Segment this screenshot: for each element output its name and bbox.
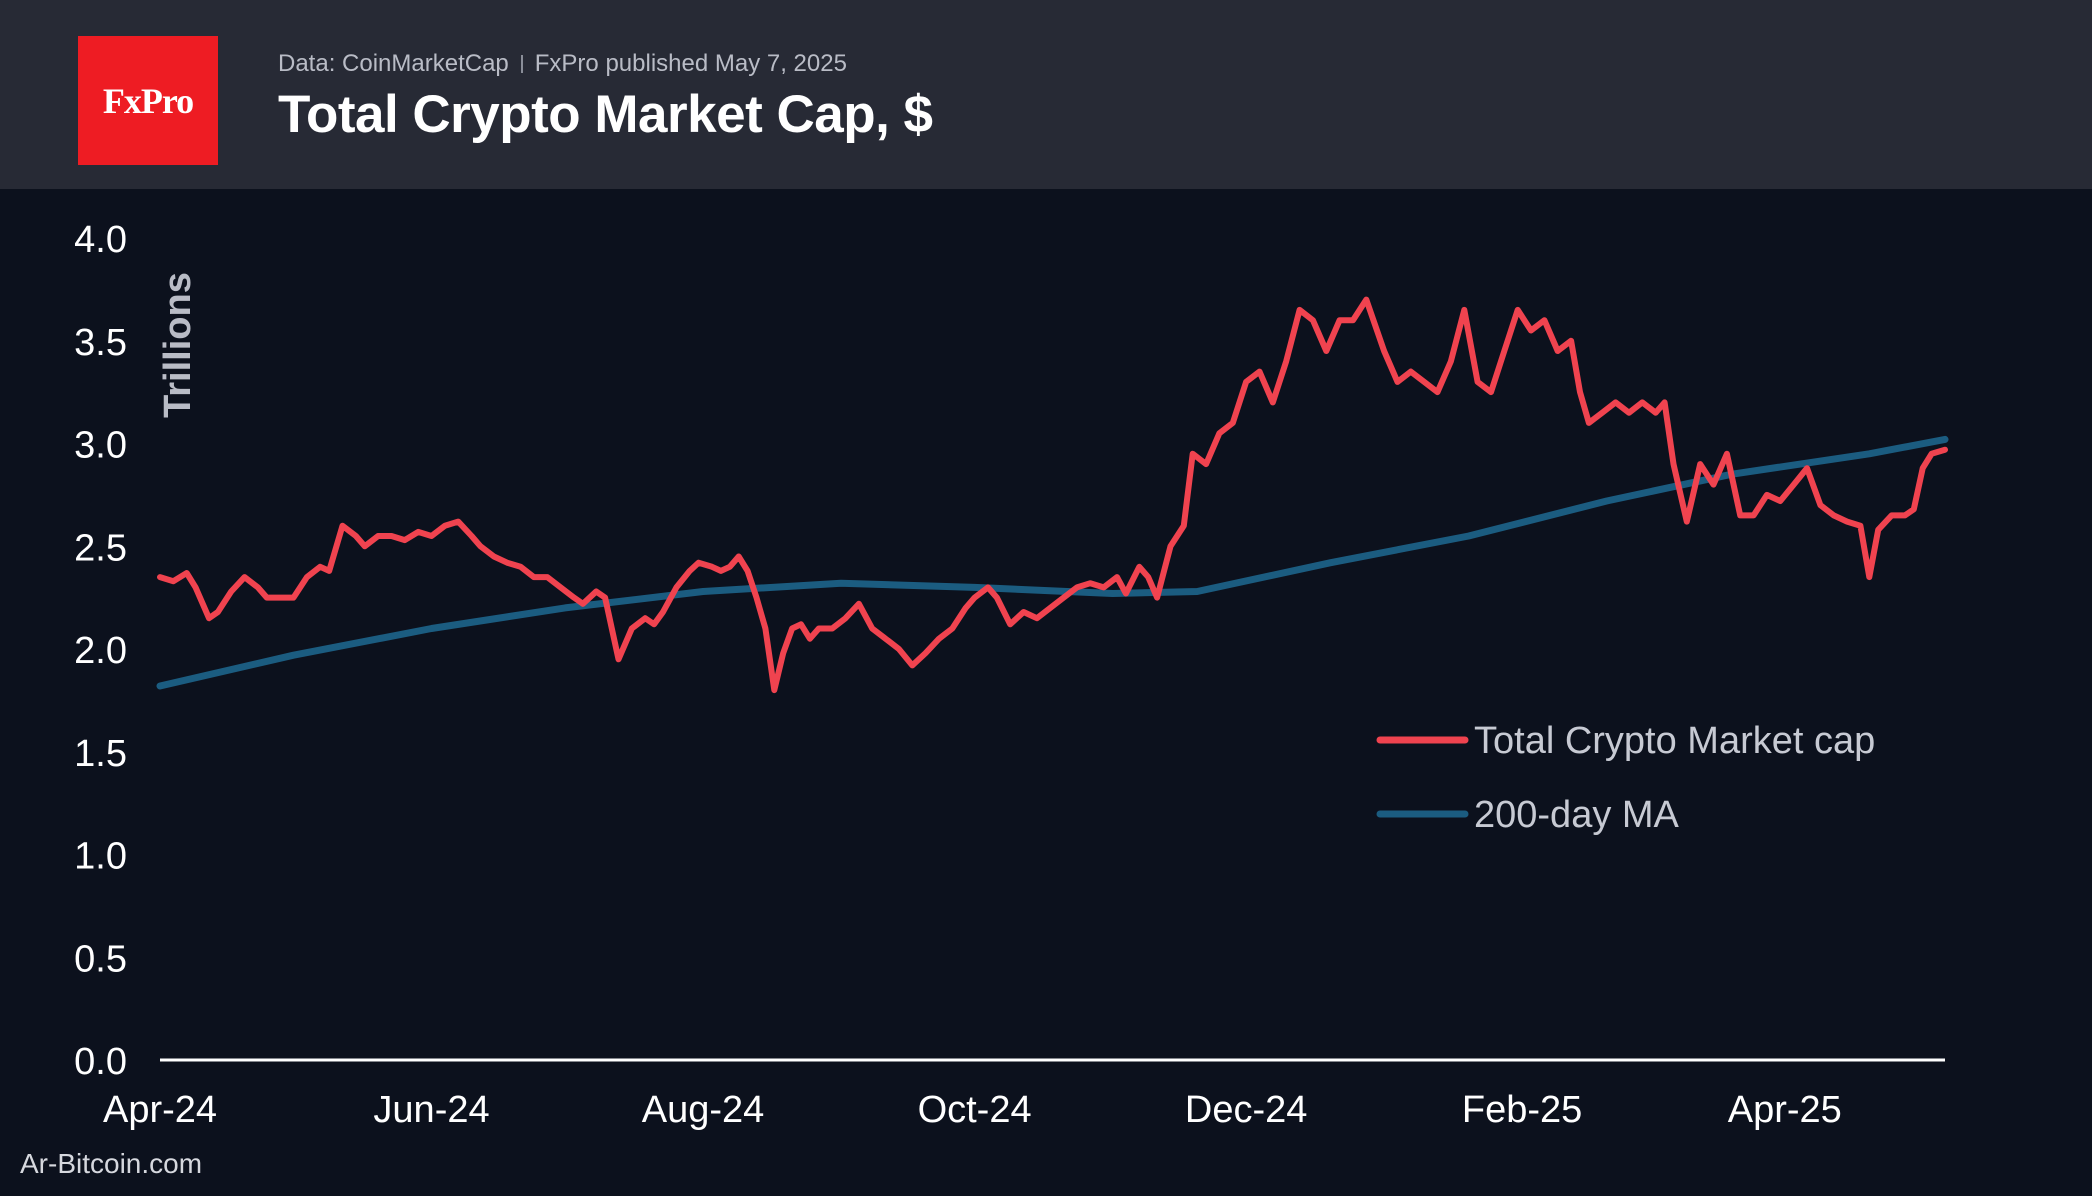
series-group: [156, 296, 1949, 694]
separator: [520, 55, 523, 73]
x-tick-label: Apr-24: [103, 1089, 217, 1131]
x-tick-label: Dec-24: [1185, 1089, 1308, 1131]
y-axis-ticks: 0.0 0.5 1.0 1.5 2.0 2.5 3.0 3.5 4.0: [74, 219, 127, 1083]
published-date: FxPro published May 7, 2025: [534, 50, 847, 77]
y-tick-label: 1.0: [74, 836, 127, 878]
y-tick-label: 3.0: [74, 425, 127, 467]
legend-label: Total Crypto Market cap: [1474, 720, 1875, 762]
y-axis-label: Trillions: [157, 272, 199, 418]
x-tick-label: Jun-24: [373, 1089, 489, 1131]
y-tick-label: 2.0: [74, 630, 127, 672]
source-line: Data: CoinMarketCap FxPro published May …: [278, 50, 847, 78]
series-line-200-day-ma: [156, 435, 1949, 690]
fxpro-logo: FxPro: [78, 36, 218, 165]
x-tick-label: Feb-25: [1462, 1089, 1582, 1131]
y-tick-label: 0.0: [74, 1041, 127, 1083]
logo-text: FxPro: [102, 80, 194, 121]
y-tick-label: 1.5: [74, 733, 127, 775]
header-bar: FxPro Data: CoinMarketCap FxPro publishe…: [0, 0, 2092, 189]
series-line-market-cap: [157, 296, 1948, 694]
y-tick-label: 0.5: [74, 938, 127, 980]
data-source: Data: CoinMarketCap: [278, 50, 509, 77]
x-tick-label: Oct-24: [918, 1089, 1032, 1131]
y-tick-label: 3.5: [74, 322, 127, 364]
chart-title: Total Crypto Market Cap, $: [278, 85, 933, 144]
source-credit: Ar-Bitcoin.com: [20, 1148, 203, 1179]
x-tick-label: Aug-24: [642, 1089, 765, 1131]
x-axis-ticks: Apr-24 Jun-24 Aug-24 Oct-24 Dec-24 Feb-25 Apr-…: [103, 1089, 1842, 1131]
legend-label: 200-day MA: [1474, 794, 1680, 836]
y-tick-label: 2.5: [74, 527, 127, 569]
x-tick-label: Apr-25: [1728, 1089, 1842, 1131]
legend: Total Crypto Market cap 200-day MA: [1376, 720, 1875, 836]
y-tick-label: 4.0: [74, 219, 127, 261]
